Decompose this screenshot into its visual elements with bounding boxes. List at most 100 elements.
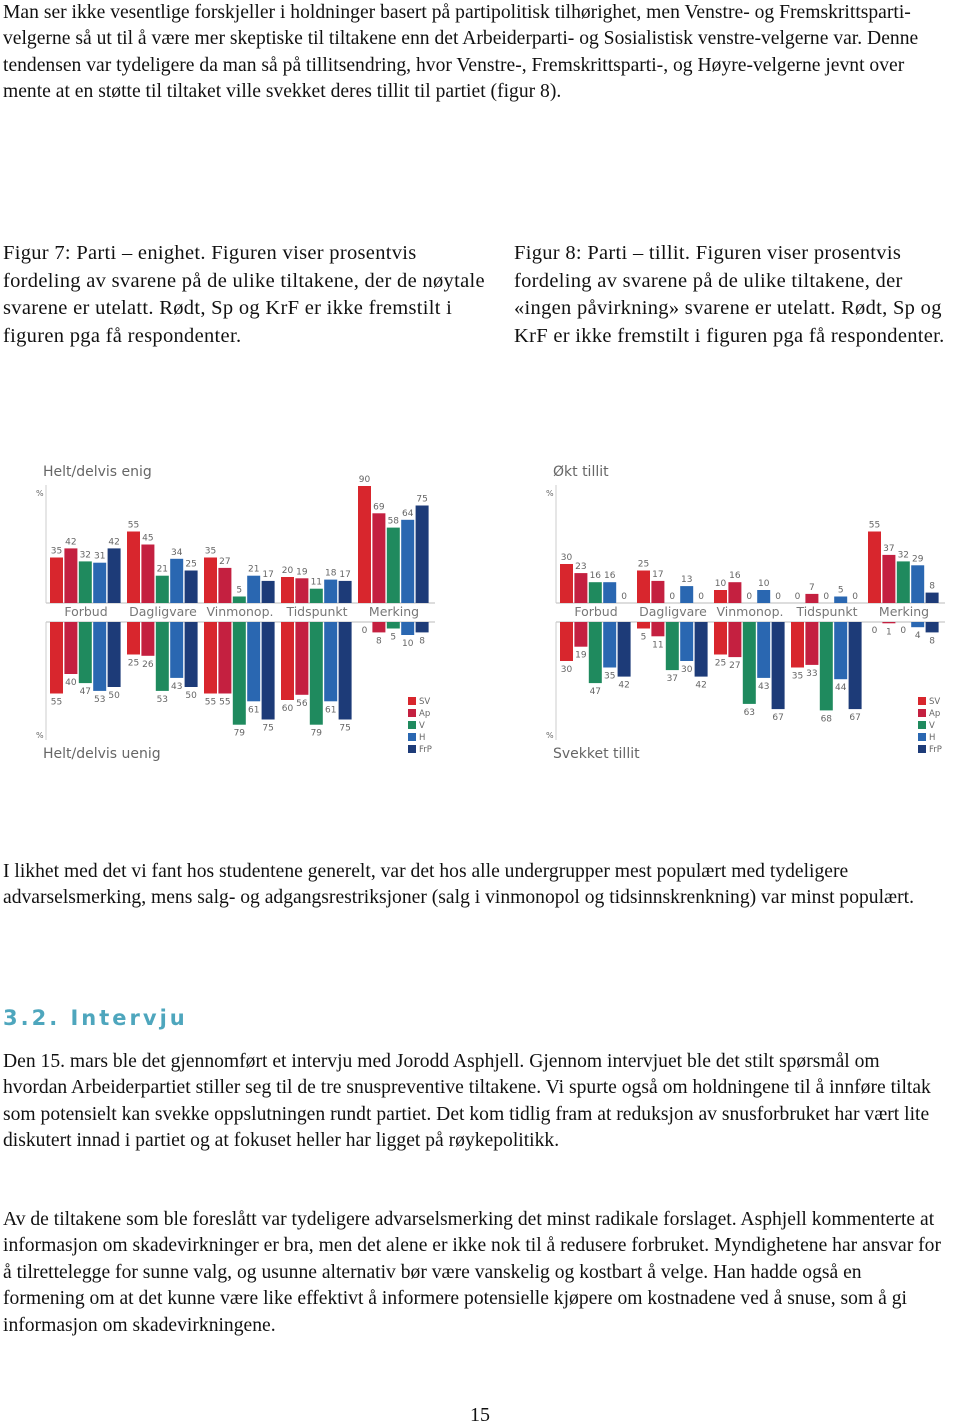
value-label: 35	[604, 672, 615, 682]
value-label: 27	[729, 661, 740, 671]
figure-caption: Figur 8: Parti – tillit. Figuren viser p…	[514, 242, 945, 347]
bar	[141, 622, 155, 656]
bar	[50, 622, 63, 694]
bar	[155, 622, 169, 691]
value-label: 67	[772, 713, 783, 723]
bar	[401, 519, 415, 603]
bar	[218, 567, 232, 603]
bar	[50, 557, 63, 603]
value-label: 35	[205, 547, 216, 557]
bar	[834, 622, 848, 680]
bar	[107, 548, 121, 603]
value-label: 55	[51, 698, 62, 708]
chart-title: Helt/delvis uenig	[43, 746, 161, 762]
category-label: Forbud	[574, 604, 617, 619]
figure-caption: Figur 7: Parti – enighet. Figuren viser …	[3, 242, 485, 347]
value-label: 61	[248, 705, 259, 715]
bar	[218, 622, 232, 694]
bar	[155, 575, 169, 603]
value-label: 0	[872, 626, 878, 636]
bar	[714, 622, 727, 655]
legend-label: Ap	[419, 709, 430, 719]
bar	[868, 531, 881, 603]
value-label: 45	[142, 534, 153, 544]
bar	[791, 622, 804, 668]
bar	[261, 580, 275, 603]
paragraph: I likhet med det vi fant hos studentene …	[3, 861, 914, 909]
bar	[819, 622, 833, 711]
axis-unit: %	[36, 489, 44, 498]
bar	[757, 590, 771, 603]
bar	[805, 593, 819, 603]
value-label: 69	[373, 502, 385, 512]
value-label: 40	[65, 678, 77, 688]
category-label: Merking	[369, 604, 419, 619]
bar	[728, 582, 742, 603]
value-label: 75	[416, 495, 427, 505]
value-label: 17	[339, 570, 350, 580]
value-label: 58	[388, 517, 400, 527]
value-label: 13	[681, 575, 692, 585]
bar	[665, 622, 679, 671]
bar	[415, 505, 429, 603]
bar	[232, 596, 246, 603]
bar	[261, 622, 275, 720]
bar	[560, 622, 573, 661]
value-label: 42	[108, 537, 119, 547]
bar	[742, 622, 756, 704]
value-label: 35	[792, 672, 803, 682]
bar	[93, 562, 107, 603]
value-label: 67	[849, 713, 860, 723]
value-label: 16	[604, 571, 616, 581]
value-label: 0	[669, 592, 675, 602]
bar	[415, 622, 429, 633]
bar	[247, 622, 261, 702]
axis-unit: %	[546, 731, 554, 740]
legend-swatch	[408, 721, 416, 729]
bar	[757, 622, 771, 678]
value-label: 5	[390, 633, 396, 643]
bar	[204, 557, 217, 603]
value-label: 30	[561, 553, 573, 563]
bar	[204, 622, 217, 694]
bar	[805, 622, 819, 665]
paragraph: Den 15. mars ble det gjennomført et inte…	[3, 1051, 931, 1152]
bar	[386, 622, 400, 629]
bar	[358, 486, 371, 603]
value-label: 16	[590, 571, 602, 581]
category-label: Vinmonop.	[207, 604, 274, 619]
category-label: Dagligvare	[639, 604, 707, 619]
bar	[107, 622, 121, 687]
bar	[771, 622, 785, 710]
bar	[925, 622, 939, 633]
axis-unit: %	[546, 489, 554, 498]
value-label: 10	[715, 579, 727, 589]
category-label: Forbud	[64, 604, 107, 619]
value-label: 1	[886, 627, 892, 637]
legend-label: FrP	[419, 745, 432, 755]
bar	[127, 622, 140, 655]
value-label: 55	[205, 698, 216, 708]
value-label: 20	[282, 566, 294, 576]
bar	[882, 622, 896, 624]
value-label: 47	[80, 687, 91, 697]
value-label: 10	[402, 639, 414, 649]
value-label: 68	[821, 714, 833, 724]
bar	[281, 622, 294, 700]
value-label: 8	[929, 582, 935, 592]
bar	[574, 573, 588, 603]
legend-swatch	[918, 709, 926, 717]
value-label: 21	[248, 565, 259, 575]
value-label: 61	[325, 705, 336, 715]
chart-title: Helt/delvis enig	[43, 464, 152, 480]
bar	[127, 531, 140, 603]
bar	[694, 622, 708, 677]
value-label: 75	[262, 724, 273, 734]
value-label: 33	[806, 669, 817, 679]
bar	[324, 579, 338, 603]
value-label: 16	[729, 571, 741, 581]
value-label: 17	[262, 570, 273, 580]
value-label: 5	[641, 633, 647, 643]
bar	[588, 622, 602, 684]
value-label: 0	[852, 592, 858, 602]
